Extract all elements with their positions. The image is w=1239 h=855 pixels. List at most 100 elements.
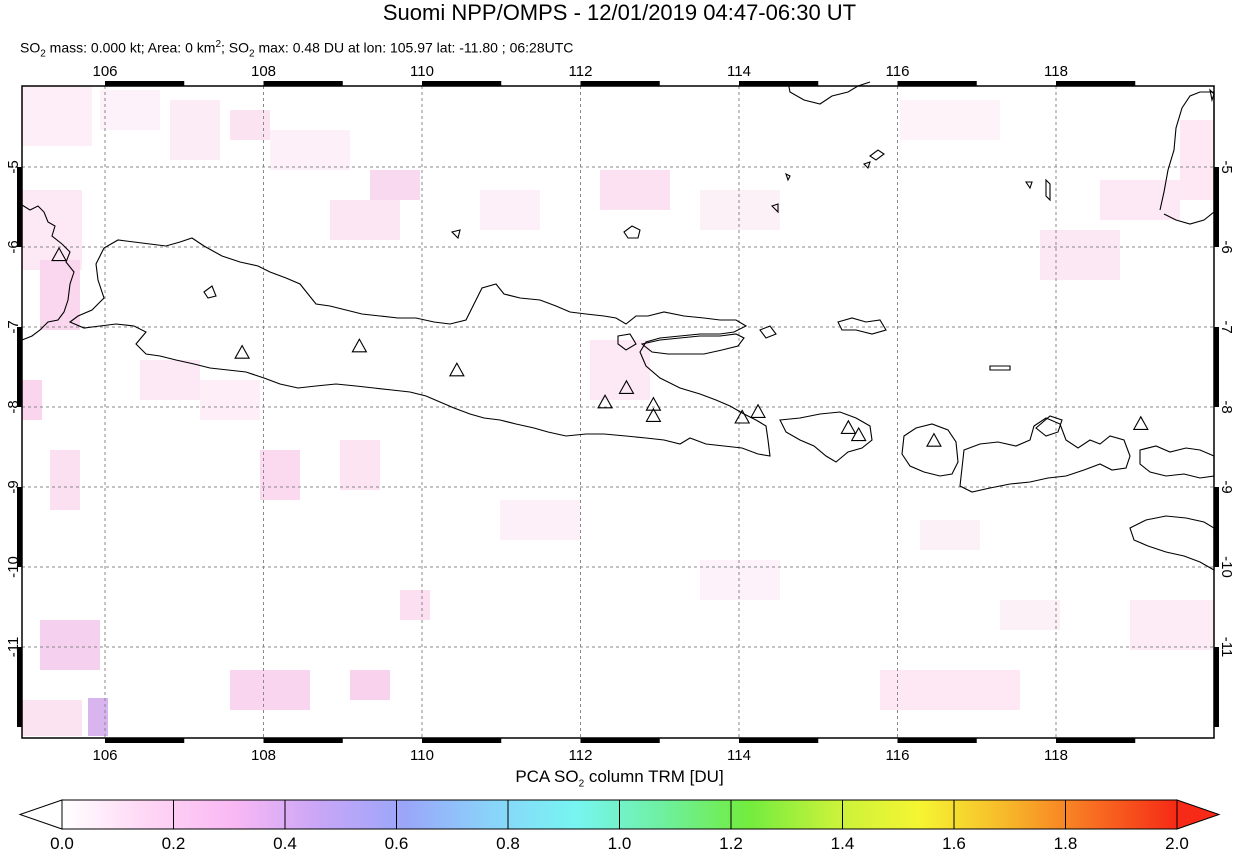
coastline-sumatra bbox=[21, 204, 75, 341]
colorbar-tick-label: 1.0 bbox=[607, 834, 632, 853]
so2-pixel bbox=[40, 620, 100, 670]
so2-pixel bbox=[270, 130, 350, 170]
coastline-sumbawa bbox=[959, 417, 1131, 493]
colorbar-over-arrow bbox=[1176, 799, 1221, 830]
colorbar-title: PCA SO2 column TRM [DU] bbox=[515, 767, 724, 790]
frame-bar-bottom bbox=[580, 738, 660, 743]
so2-pixel bbox=[230, 670, 310, 710]
colorbar-tick-label: 2.0 bbox=[1165, 834, 1189, 853]
coastline-islet bbox=[869, 149, 885, 161]
lat-label-left: -10 bbox=[5, 556, 22, 578]
lon-label-top: 112 bbox=[569, 63, 593, 80]
coastline-islet bbox=[770, 203, 779, 214]
axis-labels: 106 106 108 108 110 110 112 112 114 114 116 116 118 1… bbox=[5, 63, 1235, 764]
lon-label-bottom: 106 bbox=[92, 747, 117, 764]
coastline-kalimantan bbox=[787, 81, 871, 105]
so2-pixel bbox=[100, 90, 160, 130]
lat-label-left: -11 bbox=[5, 637, 22, 658]
volcano-triangle-icon bbox=[51, 246, 67, 262]
so2-pixel bbox=[1000, 600, 1060, 630]
frame-bar-left bbox=[17, 327, 22, 407]
so2-pixel bbox=[22, 190, 82, 270]
lat-label-right: -10 bbox=[1218, 556, 1235, 578]
colorbar-tick-label: 1.6 bbox=[942, 834, 966, 853]
so2-pixel bbox=[50, 450, 80, 510]
frame-bar-top bbox=[739, 81, 819, 86]
lat-label-right: -11 bbox=[1218, 637, 1235, 658]
volcano-triangle-icon bbox=[850, 426, 867, 442]
frame-bar-left bbox=[17, 647, 22, 727]
so2-pixel bbox=[920, 520, 980, 550]
so2-pixel bbox=[900, 100, 1000, 140]
colorbar-tick-label: 1.8 bbox=[1053, 834, 1078, 853]
coastline-islet bbox=[785, 172, 791, 182]
frame-bar-bottom bbox=[263, 738, 343, 743]
frame-bar-bottom bbox=[739, 738, 819, 743]
volcano-triangle-icon bbox=[734, 409, 751, 424]
so2-pixel bbox=[330, 200, 400, 240]
frame-bar-top bbox=[580, 81, 660, 86]
so2-pixel bbox=[260, 450, 300, 500]
so2-pixel bbox=[140, 360, 200, 400]
lat-label-right: -8 bbox=[1218, 400, 1235, 413]
so2-pixel bbox=[700, 560, 780, 600]
so2-pixel bbox=[600, 170, 670, 210]
frame-bar-bottom bbox=[422, 738, 502, 743]
so2-summary: SO2 mass: 0.000 kt; Area: 0 km2; SO2 max… bbox=[20, 39, 574, 60]
coastline-bali bbox=[779, 411, 873, 463]
coastline-lombok bbox=[901, 423, 959, 477]
so2-pixel bbox=[1130, 600, 1214, 650]
coastline-madura bbox=[640, 333, 745, 355]
coastline-java bbox=[68, 237, 771, 457]
so2-pixel bbox=[700, 190, 780, 230]
map-grid bbox=[22, 86, 1214, 738]
so2-pixel bbox=[22, 700, 82, 736]
frame-bar-right bbox=[1214, 647, 1219, 727]
volcano-triangle-icon bbox=[618, 379, 635, 394]
lon-label-bottom: 118 bbox=[1044, 747, 1068, 764]
lat-label-right: -9 bbox=[1218, 480, 1235, 493]
so2-pixel bbox=[400, 590, 430, 620]
frame-bar-top bbox=[263, 81, 343, 86]
volcano-triangle-icon bbox=[645, 396, 662, 411]
volcano-triangle-icon bbox=[1132, 415, 1149, 430]
colorbar-tick-label: 1.4 bbox=[830, 834, 855, 853]
map-title: Suomi NPP/OMPS - 12/01/2019 04:47-06:30 … bbox=[382, 0, 857, 25]
lat-label-left: -8 bbox=[5, 400, 22, 413]
lon-label-bottom: 108 bbox=[251, 747, 276, 764]
volcano-triangle-icon bbox=[645, 407, 662, 422]
colorbar-tick-label: 0.4 bbox=[273, 834, 297, 853]
lat-label-left: -7 bbox=[5, 320, 22, 333]
so2-pixel bbox=[480, 190, 540, 230]
frame-bar-right bbox=[1214, 487, 1219, 567]
colorbar-tick-label: 0.6 bbox=[384, 834, 409, 853]
lon-label-bottom: 116 bbox=[886, 747, 910, 764]
lon-label-top: 114 bbox=[727, 63, 751, 80]
coastline-islet bbox=[623, 225, 641, 239]
so2-pixel-field bbox=[22, 86, 1214, 736]
so2-pixel bbox=[200, 380, 260, 420]
coastline-flores bbox=[1139, 445, 1215, 479]
colorbar-under-arrow bbox=[18, 799, 63, 830]
coastline-islet bbox=[1045, 178, 1051, 202]
coastline bbox=[21, 81, 1215, 571]
lon-label-bottom: 112 bbox=[569, 747, 593, 764]
frame-bar-bottom bbox=[1056, 738, 1136, 743]
volcano-triangle-icon bbox=[840, 419, 857, 434]
coastline-sumbawa-north bbox=[1035, 415, 1063, 437]
so2-pixel bbox=[500, 500, 580, 540]
lat-label-right: -5 bbox=[1218, 160, 1235, 173]
so2-pixel bbox=[1040, 230, 1120, 280]
so2-pixel bbox=[350, 670, 390, 700]
so2-pixel bbox=[88, 698, 108, 736]
lon-label-bottom: 114 bbox=[727, 747, 751, 764]
coastline-islet bbox=[450, 229, 461, 240]
so2-pixel bbox=[590, 340, 650, 400]
map-frame-ticks bbox=[17, 81, 1219, 743]
frame-bar-top bbox=[105, 81, 185, 86]
lon-label-top: 108 bbox=[251, 63, 276, 80]
coastline-islet bbox=[837, 317, 887, 335]
lat-label-left: -5 bbox=[5, 160, 22, 173]
colorbar-tick-label: 0.2 bbox=[161, 834, 186, 853]
